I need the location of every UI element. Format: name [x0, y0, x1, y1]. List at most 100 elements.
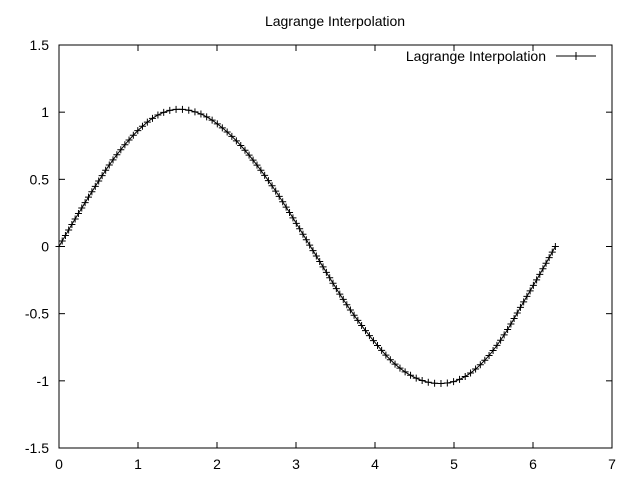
- data-point-marker: [286, 209, 294, 217]
- legend-entry-marker: [572, 52, 580, 60]
- data-point-marker: [551, 243, 559, 250]
- data-point-marker: [378, 346, 386, 354]
- data-point-marker: [203, 113, 211, 121]
- data-point-marker: [88, 188, 96, 196]
- x-tick-label: 0: [55, 456, 63, 472]
- data-point-marker: [548, 248, 556, 256]
- data-point-marker: [55, 243, 63, 250]
- data-point-marker: [138, 122, 146, 130]
- data-point-marker: [272, 187, 280, 195]
- data-point-marker: [253, 161, 261, 169]
- data-point-marker: [542, 259, 550, 267]
- data-point-marker: [279, 198, 287, 206]
- series-line: [58, 108, 556, 385]
- data-point-marker: [504, 326, 512, 334]
- data-point-marker: [319, 263, 327, 271]
- data-point-marker: [326, 274, 334, 282]
- y-tick-label: 1: [41, 104, 49, 120]
- data-point-marker: [264, 177, 272, 185]
- data-point-marker: [109, 156, 117, 164]
- data-point-marker: [369, 337, 377, 345]
- data-point-marker: [58, 237, 66, 245]
- data-point-marker: [424, 378, 432, 386]
- legend-entry-label: Lagrange Interpolation: [406, 48, 546, 64]
- y-tick-label: 0.5: [30, 171, 50, 187]
- data-point-marker: [166, 106, 174, 114]
- data-point-marker: [213, 120, 221, 128]
- data-point-marker: [361, 327, 369, 335]
- axis-ticks: 0 1 2 3 4 5 6 7 -1.5 -1 -0.5 0 0.5 1 1.5: [25, 37, 616, 472]
- data-point-marker: [332, 285, 340, 293]
- data-point-marker: [160, 108, 168, 116]
- data-point-marker: [228, 132, 236, 140]
- data-point-marker: [461, 372, 469, 380]
- data-point-marker: [382, 351, 390, 359]
- data-point-marker: [95, 177, 103, 185]
- data-point-marker: [312, 252, 320, 260]
- data-point-marker: [513, 309, 521, 317]
- data-point-marker: [533, 276, 541, 284]
- data-point-marker: [245, 151, 253, 159]
- data-point-marker: [536, 270, 544, 278]
- data-point-marker: [282, 203, 290, 211]
- data-point-marker: [61, 231, 69, 239]
- data-point-marker: [268, 182, 276, 190]
- data-point-marker: [134, 127, 142, 135]
- data-point-marker: [275, 192, 283, 200]
- data-point-marker: [74, 209, 82, 217]
- data-point-marker: [489, 347, 497, 355]
- data-point-marker: [237, 141, 245, 149]
- data-point-marker: [358, 322, 366, 330]
- data-point-marker: [299, 230, 307, 238]
- data-point-marker: [418, 377, 426, 385]
- x-tick-label: 5: [450, 456, 458, 472]
- data-point-marker: [396, 364, 404, 372]
- data-point-marker: [249, 156, 257, 164]
- data-point-marker: [113, 151, 121, 159]
- y-tick-label: 0: [41, 239, 49, 255]
- data-point-marker: [232, 137, 240, 145]
- data-point-marker: [84, 193, 92, 201]
- data-point-marker: [143, 118, 151, 126]
- data-point-marker: [545, 254, 553, 262]
- data-point-marker: [125, 136, 133, 144]
- data-point-marker: [129, 131, 137, 139]
- data-point-marker: [148, 114, 156, 122]
- x-tick-label: 1: [134, 456, 142, 472]
- chart-title: Lagrange Interpolation: [265, 13, 405, 29]
- data-point-marker: [296, 225, 304, 233]
- data-point-marker: [322, 268, 330, 276]
- data-point-marker: [185, 106, 193, 114]
- data-point-marker: [476, 361, 484, 369]
- legend: Lagrange Interpolation: [406, 48, 596, 64]
- data-point-marker: [467, 369, 475, 377]
- x-tick-label: 4: [371, 456, 379, 472]
- series-group: [55, 105, 559, 388]
- data-point-marker: [257, 166, 265, 174]
- data-point-marker: [354, 316, 362, 324]
- data-point-marker: [386, 356, 394, 364]
- data-point-marker: [329, 279, 337, 287]
- data-point-marker: [401, 368, 409, 376]
- data-point-marker: [241, 146, 249, 154]
- data-point-marker: [102, 166, 110, 174]
- data-point-marker: [289, 214, 297, 222]
- data-point-marker: [65, 226, 73, 234]
- data-point-marker: [507, 320, 515, 328]
- data-point-marker: [472, 365, 480, 373]
- data-point-marker: [191, 108, 199, 116]
- data-point-marker: [374, 342, 382, 350]
- data-point-marker: [493, 341, 501, 349]
- data-point-marker: [105, 161, 113, 169]
- data-point-marker: [121, 141, 129, 149]
- data-point-marker: [78, 204, 86, 212]
- data-point-marker: [510, 315, 518, 323]
- x-tick-label: 6: [529, 456, 537, 472]
- data-point-marker: [98, 172, 106, 180]
- data-point-marker: [407, 371, 415, 379]
- data-point-marker: [302, 236, 310, 244]
- data-point-marker: [223, 128, 231, 136]
- y-tick-label: -1.5: [25, 440, 49, 456]
- data-point-marker: [443, 379, 451, 387]
